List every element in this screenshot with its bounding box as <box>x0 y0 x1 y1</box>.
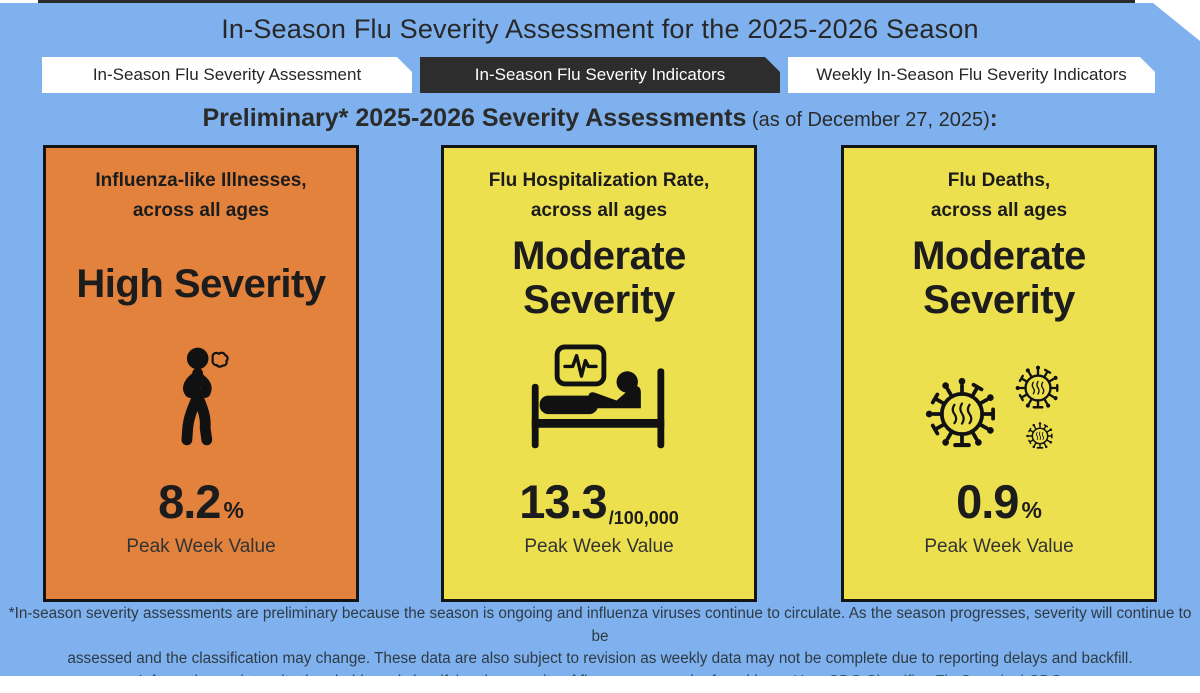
severity-label: Moderate Severity <box>844 234 1154 322</box>
peak-value-number: 8.2 <box>158 475 220 528</box>
severity-card-deaths: Flu Deaths, across all ages Moderate Sev… <box>841 145 1157 602</box>
severity-label: High Severity <box>46 262 356 306</box>
tab-label: Weekly In-Season Flu Severity Indicators <box>816 65 1127 85</box>
card-title-line1: Flu Deaths, <box>844 166 1154 196</box>
severity-card-hospitalization: Flu Hospitalization Rate, across all age… <box>441 145 757 602</box>
tab-label: In-Season Flu Severity Assessment <box>93 65 361 85</box>
subtitle-bold-text: Preliminary* 2025-2026 Severity Assessme… <box>202 104 746 132</box>
card-title-line1: Influenza-like Illnesses, <box>46 166 356 196</box>
peak-week-caption: Peak Week Value <box>844 536 1154 558</box>
peak-week-value: 0.9% <box>844 474 1154 529</box>
subtitle-date-note: (as of December 27, 2025) <box>746 109 989 131</box>
tab-weekly-in-season-flu-severity-indicators[interactable]: Weekly In-Season Flu Severity Indicators <box>788 57 1155 93</box>
flu-severity-dashboard: In-Season Flu Severity Assessment for th… <box>0 3 1200 676</box>
tab-in-season-flu-severity-indicators[interactable]: In-Season Flu Severity Indicators <box>420 57 780 93</box>
page-title: In-Season Flu Severity Assessment for th… <box>0 14 1200 45</box>
card-title: Flu Deaths, across all ages <box>844 166 1154 226</box>
large-virus-icon <box>920 372 1004 456</box>
medium-virus-icon <box>1012 362 1064 414</box>
top-border-line <box>38 0 1135 3</box>
peak-value-number: 0.9 <box>956 475 1018 528</box>
peak-value-number: 13.3 <box>519 475 606 528</box>
flu-virus-icon <box>894 362 1104 468</box>
peak-week-caption: Peak Week Value <box>444 536 754 558</box>
peak-value-unit: % <box>223 497 243 523</box>
tab-label: In-Season Flu Severity Indicators <box>475 65 725 85</box>
peak-value-unit: /100,000 <box>609 508 679 528</box>
peak-value-unit: % <box>1021 497 1041 523</box>
card-title-line2: across all ages <box>444 196 754 226</box>
small-virus-icon <box>1024 420 1056 452</box>
peak-week-caption: Peak Week Value <box>46 536 356 558</box>
severity-card-ili: Influenza-like Illnesses, across all age… <box>43 145 359 602</box>
hospital-bed-patient-icon <box>524 344 674 456</box>
card-title: Influenza-like Illnesses, across all age… <box>46 166 356 226</box>
severity-label: Moderate Severity <box>444 234 754 322</box>
coughing-person-icon <box>151 346 251 454</box>
tab-in-season-flu-severity-assessment[interactable]: In-Season Flu Severity Assessment <box>42 57 412 93</box>
card-title-line1: Flu Hospitalization Rate, <box>444 166 754 196</box>
footnote-line-2: assessed and the classification may chan… <box>0 648 1200 671</box>
peak-week-value: 13.3/100,000 <box>444 474 754 529</box>
footnote-line-1: *In-season severity assessments are prel… <box>0 603 1200 648</box>
card-title: Flu Hospitalization Rate, across all age… <box>444 166 754 226</box>
subtitle-colon: : <box>990 105 998 131</box>
footnote-line-3: Information on intensity thresholds and … <box>0 671 1200 693</box>
card-title-line2: across all ages <box>844 196 1154 226</box>
assessments-subtitle: Preliminary* 2025-2026 Severity Assessme… <box>0 104 1200 133</box>
footnote-line-3-text: Information on intensity thresholds and … <box>138 673 793 690</box>
cdc-flu-severity-link[interactable]: How CDC Classifies Flu Severity | CDC <box>793 673 1061 690</box>
card-title-line2: across all ages <box>46 196 356 226</box>
peak-week-value: 8.2% <box>46 474 356 529</box>
